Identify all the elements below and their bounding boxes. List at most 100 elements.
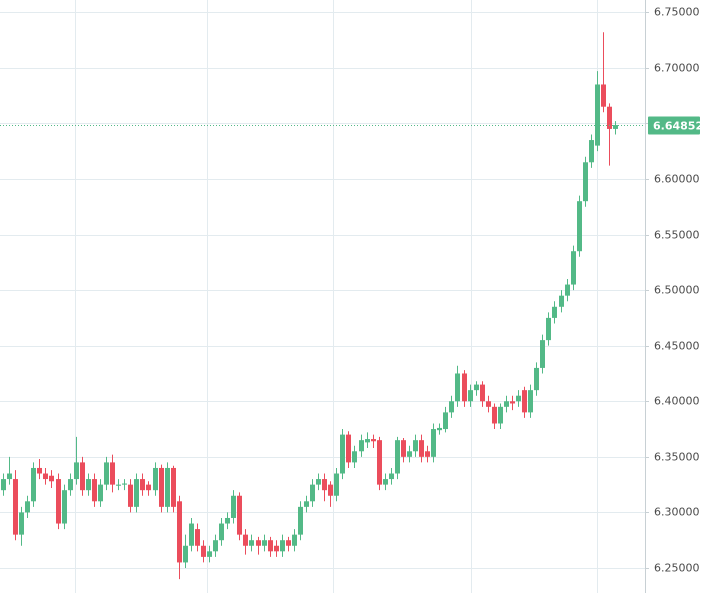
candle-body	[583, 162, 588, 202]
candle-body	[62, 490, 67, 524]
candle	[7, 456, 12, 485]
candle	[25, 495, 30, 518]
candle-body	[262, 540, 267, 546]
candle	[492, 403, 497, 430]
candle	[577, 195, 582, 257]
candle-body	[171, 467, 176, 507]
candle-body	[207, 551, 212, 557]
candle-body	[371, 439, 376, 442]
candle-body	[565, 284, 570, 296]
candle	[480, 381, 485, 407]
candle	[540, 334, 545, 374]
candle	[268, 536, 273, 557]
candle-body	[407, 451, 412, 457]
candle	[595, 71, 600, 152]
candle-body	[552, 306, 557, 318]
candle	[31, 462, 36, 507]
candle	[601, 32, 606, 113]
candle-body	[92, 479, 97, 502]
candle-body	[183, 545, 188, 563]
candle-body	[213, 540, 218, 552]
y-tick-label: 6.35000	[654, 451, 700, 464]
candle	[371, 434, 376, 448]
candle-body	[522, 390, 527, 413]
candle	[534, 362, 539, 396]
candle-body	[286, 540, 291, 546]
candle	[504, 395, 509, 413]
candle	[104, 456, 109, 491]
candle	[328, 481, 333, 507]
candle	[98, 479, 103, 507]
candle-body	[316, 479, 321, 485]
candle	[231, 490, 236, 524]
candle	[201, 540, 206, 563]
candle-body	[595, 84, 600, 146]
candle-body	[492, 406, 497, 424]
y-tick-label: 6.75000	[654, 6, 700, 19]
candle-body	[274, 545, 279, 552]
candle	[256, 536, 261, 555]
candle-body	[322, 479, 327, 491]
candle	[177, 495, 182, 580]
candle-body	[425, 451, 430, 457]
candle-body	[219, 523, 224, 541]
candle-body	[559, 295, 564, 307]
candle-body	[577, 201, 582, 252]
candle	[13, 470, 18, 541]
candle-body	[601, 84, 606, 107]
candle	[74, 436, 79, 485]
candle-body	[359, 440, 364, 452]
candle-body	[352, 451, 357, 463]
candle	[128, 479, 133, 513]
candle	[516, 390, 521, 407]
candle-body	[128, 484, 133, 507]
candle	[274, 540, 279, 557]
y-tick-label: 6.40000	[654, 395, 700, 408]
candle	[171, 465, 176, 513]
candle-body	[365, 439, 370, 443]
candle-body	[516, 395, 521, 402]
candle-body	[80, 462, 85, 491]
candle	[80, 456, 85, 496]
candle	[92, 473, 97, 507]
candle-body	[395, 440, 400, 474]
candle-body	[455, 373, 460, 402]
candle-body	[146, 484, 151, 491]
candle	[37, 459, 42, 480]
candle-body	[68, 479, 73, 491]
candle-body	[249, 540, 254, 546]
candle-body	[201, 545, 206, 557]
candle-body	[486, 401, 491, 407]
candle	[352, 445, 357, 468]
candle-body	[340, 434, 345, 474]
candle	[298, 501, 303, 541]
candle	[122, 479, 127, 491]
candle	[56, 473, 61, 530]
candle	[280, 534, 285, 557]
candle	[528, 384, 533, 418]
candle-body	[49, 475, 54, 482]
candle	[292, 529, 297, 552]
candle-body	[1, 479, 6, 491]
candle-body	[462, 373, 467, 402]
candle-body	[534, 367, 539, 391]
candle	[49, 470, 54, 488]
candle-body	[159, 467, 164, 507]
candle	[522, 386, 527, 418]
candle	[607, 103, 612, 166]
y-tick-label: 6.30000	[654, 506, 700, 519]
candle-body	[449, 401, 454, 413]
candle-body	[431, 429, 436, 457]
candle	[140, 473, 145, 496]
candle	[583, 156, 588, 207]
y-tick-label: 6.60000	[654, 173, 700, 186]
candle	[19, 506, 24, 546]
candle-body	[480, 384, 485, 402]
candle-body	[607, 106, 612, 129]
candle	[237, 492, 242, 541]
candle	[419, 434, 424, 463]
candle	[219, 517, 224, 546]
candle-body	[43, 473, 48, 480]
y-tick-label: 6.70000	[654, 62, 700, 75]
